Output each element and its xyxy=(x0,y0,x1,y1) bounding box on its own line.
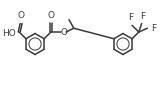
Text: O: O xyxy=(18,11,25,20)
Text: F: F xyxy=(151,24,156,33)
Text: O: O xyxy=(47,11,54,20)
Text: HO: HO xyxy=(2,29,16,37)
Text: F: F xyxy=(129,13,134,23)
Text: O: O xyxy=(60,28,67,37)
Text: F: F xyxy=(140,12,145,21)
